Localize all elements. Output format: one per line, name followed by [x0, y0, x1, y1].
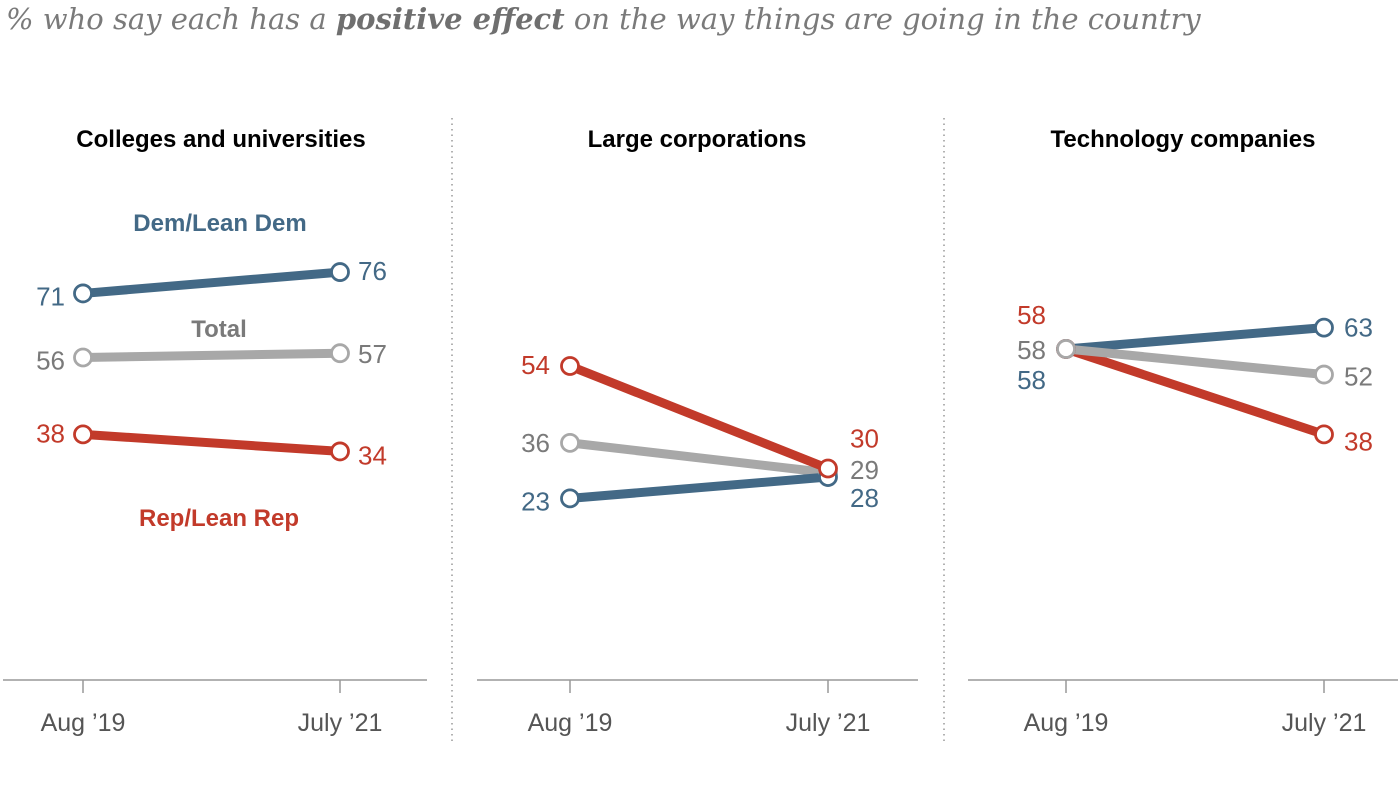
data-point-total: [1314, 364, 1334, 385]
chart-panel-2: Large corporations Aug ’19 July ’21 23 28 36 2…: [477, 126, 918, 737]
data-point-total: [73, 347, 93, 368]
subtitle-suffix: on the way things are going in the count…: [564, 2, 1201, 36]
x-tick-label: July ’21: [298, 709, 383, 737]
data-label-dem: 76: [358, 256, 387, 286]
panel-title: Large corporations: [588, 126, 807, 153]
x-tick-label: July ’21: [786, 709, 871, 737]
data-label-rep: 38: [1344, 426, 1373, 456]
data-point-rep: [560, 356, 580, 376]
data-label-dem: 63: [1344, 313, 1373, 343]
data-label-rep: 58: [1017, 300, 1046, 330]
series-label-total: Total: [191, 316, 247, 343]
data-label-total: 56: [36, 345, 65, 375]
data-point-rep: [73, 424, 93, 445]
data-label-rep: 30: [850, 424, 879, 454]
panel-title: Colleges and universities: [76, 126, 365, 153]
data-point-rep: [1314, 424, 1334, 445]
series-line-dem: [82, 267, 341, 298]
data-label-total: 57: [358, 339, 387, 369]
data-point-dem: [560, 488, 580, 509]
data-label-total: 29: [850, 455, 879, 485]
chart-panel-3: Technology companies Aug ’19 July ’21 58 63 5…: [968, 126, 1398, 737]
data-point-total: [560, 432, 580, 453]
chart-subtitle: % who say each has a positive effect on …: [6, 2, 1201, 36]
data-point-dem: [330, 262, 350, 282]
subtitle-emphasis: positive effect: [335, 2, 565, 36]
data-label-dem: 71: [36, 281, 65, 311]
chart-panel-1: Colleges and universities Aug ’19 July ’21…: [3, 126, 427, 737]
data-label-dem: 58: [1017, 365, 1046, 395]
series-line-dem: [569, 472, 829, 503]
data-point-rep: [330, 441, 350, 462]
x-tick-label: Aug ’19: [41, 709, 126, 737]
x-tick-label: Aug ’19: [528, 709, 613, 737]
series-line-total: [569, 438, 829, 478]
series-label-dem: Dem/Lean Dem: [133, 210, 306, 237]
data-label-total: 36: [521, 428, 550, 458]
series-line-rep: [568, 361, 830, 473]
panel-title: Technology companies: [1051, 126, 1316, 153]
series-line-total: [82, 348, 341, 362]
series-line-rep: [82, 429, 341, 456]
data-label-rep: 38: [36, 418, 65, 448]
subtitle-prefix: % who say each has a: [6, 2, 336, 36]
data-point-dem: [73, 283, 93, 304]
series-label-rep: Rep/Lean Rep: [139, 505, 299, 532]
series-line-total: [1065, 344, 1325, 380]
data-point-total: [1056, 339, 1076, 359]
series-line-dem: [1065, 323, 1325, 354]
data-point-total: [330, 343, 350, 364]
data-label-total: 58: [1017, 335, 1046, 365]
x-tick-label: July ’21: [1282, 709, 1367, 737]
x-tick-label: Aug ’19: [1024, 709, 1109, 737]
data-point-dem: [1314, 317, 1334, 338]
data-label-dem: 28: [850, 483, 879, 513]
data-label-rep: 54: [521, 350, 550, 380]
data-label-dem: 23: [521, 486, 550, 516]
data-label-total: 52: [1344, 362, 1373, 392]
series-line-rep: [1064, 344, 1326, 439]
data-label-rep: 34: [358, 440, 387, 470]
data-point-rep: [818, 458, 838, 479]
